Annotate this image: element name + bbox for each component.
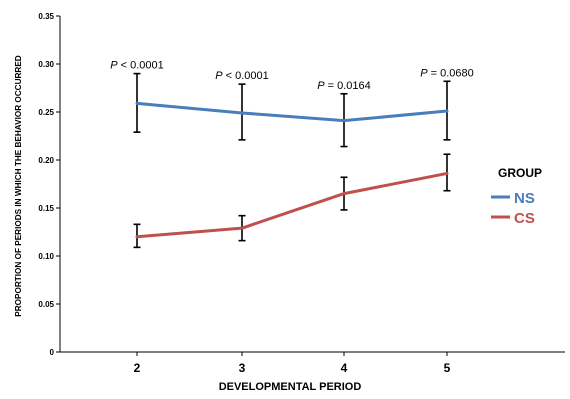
y-tick-label: 0.05: [38, 300, 54, 309]
legend: GROUP NS CS: [491, 166, 542, 227]
p-value-label: P < 0.0001: [215, 70, 269, 82]
p-value-annotations: P < 0.0001 P < 0.0001 P = 0.0164 P = 0.0680: [110, 60, 474, 92]
y-ticks: 0 0.05 0.10 0.15 0.20 0.25 0.30 0.35: [38, 12, 60, 357]
y-tick-label: 0.15: [38, 204, 54, 213]
legend-label-ns: NS: [514, 190, 535, 207]
legend-title: GROUP: [498, 166, 542, 180]
x-axis-label: DEVELOPMENTAL PERIOD: [219, 381, 362, 393]
y-tick-label: 0.20: [38, 156, 54, 165]
x-tick-label: 3: [239, 361, 246, 375]
y-tick-label: 0: [50, 348, 55, 357]
axes: [59, 16, 565, 353]
p-value-label: P = 0.0680: [420, 67, 474, 79]
y-tick-label: 0.30: [38, 60, 54, 69]
y-tick-label: 0.10: [38, 252, 54, 261]
x-tick-label: 4: [341, 361, 348, 375]
legend-label-cs: CS: [514, 210, 535, 227]
x-ticks: 2 3 4 5: [134, 352, 451, 375]
p-value-label: P < 0.0001: [110, 60, 164, 72]
series-line-cs: [135, 171, 449, 239]
y-tick-label: 0.35: [38, 12, 54, 21]
y-tick-label: 0.25: [38, 108, 54, 117]
error-bars: [133, 72, 451, 249]
series-line-ns: [135, 101, 449, 123]
p-value-label: P = 0.0164: [317, 80, 371, 92]
x-tick-label: 5: [444, 361, 451, 375]
y-axis-label: PROPORTION OF PERIODS IN WHICH THE BEHAV…: [14, 55, 23, 316]
x-tick-label: 2: [134, 361, 141, 375]
series-lines: [135, 101, 449, 239]
